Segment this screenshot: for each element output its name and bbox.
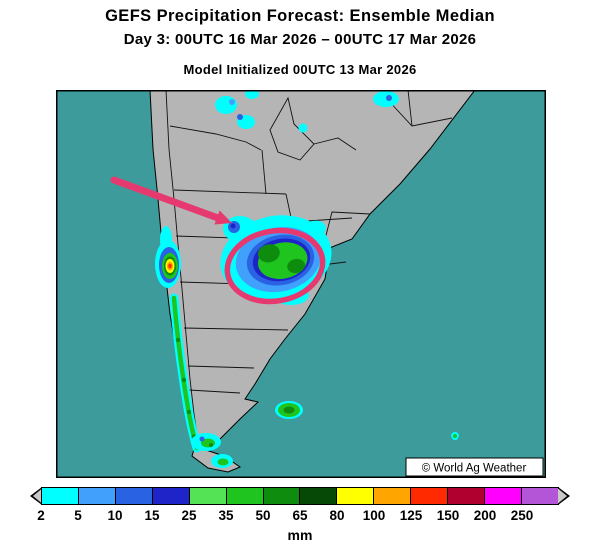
watermark-text: © World Ag Weather bbox=[422, 463, 527, 475]
legend-label: 15 bbox=[144, 508, 160, 523]
legend-label: 200 bbox=[473, 508, 497, 523]
forecast-valid-period: Day 3: 00UTC 16 Mar 2026 – 00UTC 17 Mar … bbox=[123, 31, 477, 48]
legend-segment bbox=[448, 488, 486, 504]
legend-segment bbox=[226, 488, 264, 504]
legend-segment bbox=[263, 488, 301, 504]
highlight-arrow bbox=[110, 176, 222, 222]
legend-unit: mm bbox=[287, 527, 313, 543]
legend-segment bbox=[374, 488, 412, 504]
forecast-map: © World Ag Weather bbox=[56, 90, 546, 478]
legend-label: 80 bbox=[329, 508, 345, 523]
map-canvas: © World Ag Weather bbox=[56, 90, 546, 478]
legend-label: 250 bbox=[510, 508, 534, 523]
legend-segment bbox=[337, 488, 375, 504]
legend-label: 50 bbox=[255, 508, 271, 523]
highlight-arrowhead bbox=[214, 210, 232, 225]
legend-label: 10 bbox=[107, 508, 123, 523]
legend-label: 100 bbox=[362, 508, 386, 523]
legend-label: 2 bbox=[37, 508, 45, 523]
highlight-annotation bbox=[110, 176, 326, 305]
legend-segment bbox=[300, 488, 338, 504]
legend-label: 125 bbox=[399, 508, 423, 523]
legend-segment bbox=[152, 488, 190, 504]
legend-label: 150 bbox=[436, 508, 460, 523]
page-title: GEFS Precipitation Forecast: Ensemble Me… bbox=[105, 7, 495, 25]
legend-segment bbox=[115, 488, 153, 504]
legend-label: 5 bbox=[74, 508, 82, 523]
legend-right-cap bbox=[558, 487, 570, 505]
highlight-ellipse bbox=[224, 227, 326, 305]
legend-bar bbox=[41, 487, 559, 505]
map-frame bbox=[56, 90, 546, 478]
legend-segment bbox=[485, 488, 522, 504]
legend-label: 35 bbox=[218, 508, 234, 523]
watermark: © World Ag Weather bbox=[405, 457, 544, 477]
legend-label: 65 bbox=[292, 508, 308, 523]
legend-segment bbox=[78, 488, 116, 504]
legend-segment bbox=[521, 488, 558, 504]
legend-segment bbox=[411, 488, 449, 504]
legend-label: 25 bbox=[181, 508, 197, 523]
precip-color-scale: 2 5 10 15 25 35 50 65 80 100 125 150 200 250 mm bbox=[30, 487, 570, 543]
legend-segment bbox=[189, 488, 227, 504]
legend-segment bbox=[42, 488, 79, 504]
model-init-line: Model Initialized 00UTC 13 Mar 2026 bbox=[183, 62, 417, 77]
